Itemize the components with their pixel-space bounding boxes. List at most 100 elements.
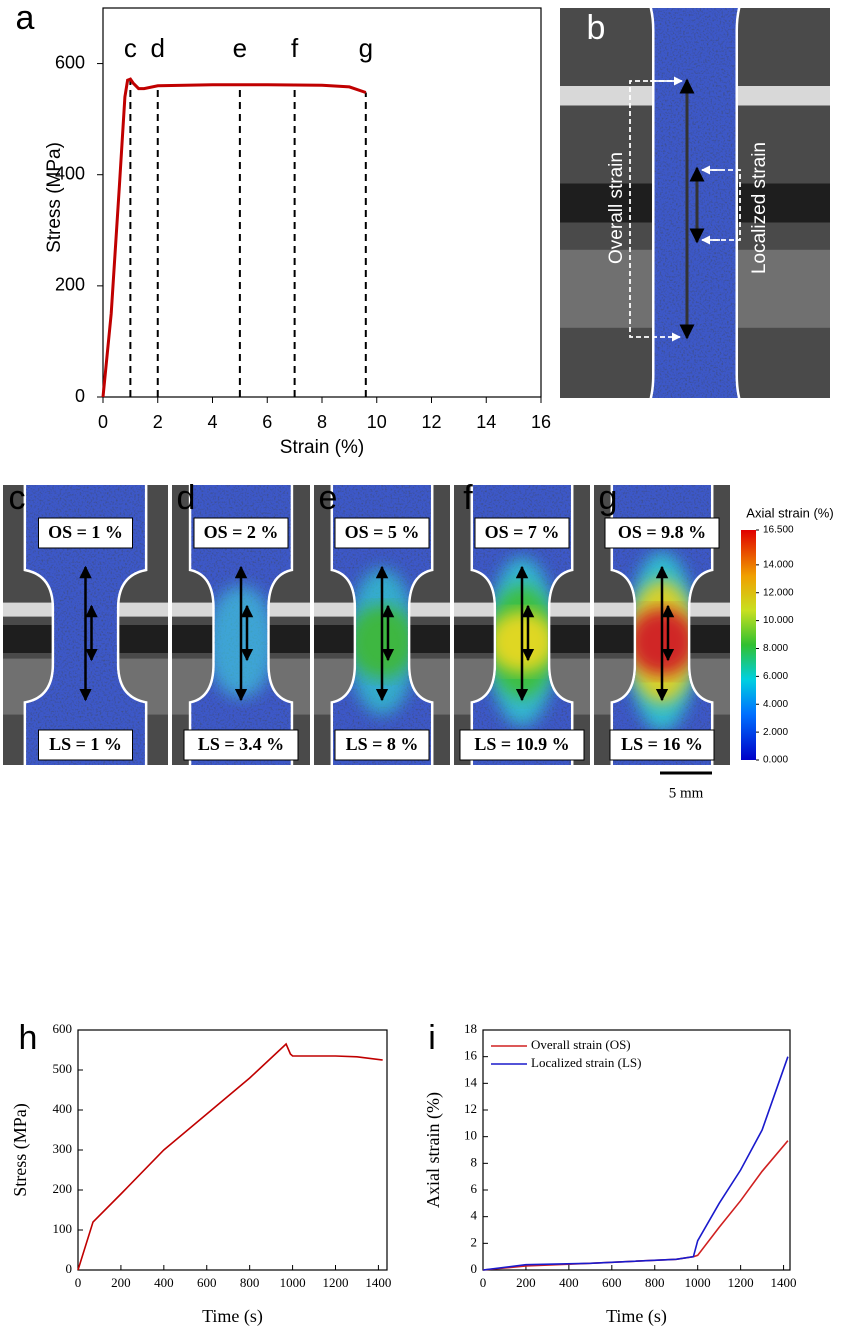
label-box [604,517,720,549]
plot-frame [77,1029,388,1271]
y-tick-label: 100 [53,1221,73,1236]
chart-panel: i 0 200 400 600 800 1000 1200 1400 0 2 4 6 8 10 12 14 16 1… [423,1019,796,1327]
x-tick-label: 8 [317,412,327,432]
os-label: OS = 1 % [48,522,123,542]
x-tick-label: 0 [75,1275,82,1290]
line-series [482,1140,789,1271]
x-axis-label: Time (s) [202,1306,263,1327]
x-tick-label: 1200 [728,1275,754,1290]
os-label: OS = 2 % [204,522,279,542]
x-tick-label: 16 [531,412,551,432]
x-tick-label: 400 [559,1275,579,1290]
colorbar-tick-label: 2.000 [763,727,788,738]
colorbar-tick-label: 6.000 [763,671,788,682]
y-tick-label: 0 [66,1261,73,1276]
colorbar-tick-label: 8.000 [763,643,788,654]
chart-panel: h 0 200 400 600 800 1000 1200 1400 0 100 200 300 400 5… [10,1019,391,1327]
y-tick-label: 18 [464,1021,477,1036]
panel-label: c [9,479,26,517]
y-tick-label: 400 [55,163,85,183]
x-tick-label: 0 [480,1275,487,1290]
y-tick-label: 500 [53,1061,73,1076]
y-tick-label: 4 [471,1208,478,1223]
panel-label: i [428,1019,436,1057]
x-tick-label: 200 [516,1275,536,1290]
image-content [560,8,830,398]
label-box [474,517,570,549]
label-box [38,517,133,549]
annotation-label: f [291,33,299,63]
os-label: OS = 5 % [345,522,420,542]
label-box [334,729,430,761]
x-tick-label: 800 [645,1275,665,1290]
x-tick-label: 6 [262,412,272,432]
x-tick-label: 400 [154,1275,174,1290]
y-tick-label: 600 [53,1021,73,1036]
y-tick-label: 300 [53,1141,73,1156]
x-tick-label: 0 [98,412,108,432]
y-tick-label: 14 [464,1074,478,1089]
label-box [193,517,289,549]
plot-frame [102,7,542,398]
colorbar-tick-label: 10.000 [763,615,794,626]
colorbar-tick-label: 12.000 [763,587,794,598]
x-tick-label: 1400 [771,1275,797,1290]
ls-label: LS = 1 % [49,734,122,754]
y-axis-label: Stress (MPa) [10,1103,31,1197]
plot-frame [482,1029,791,1271]
panel-label: g [599,479,618,517]
line-series [101,77,367,398]
label-box [459,729,585,761]
y-tick-label: 400 [53,1101,73,1116]
colorbar-title: Axial strain (%) [746,505,833,520]
x-tick-label: 200 [111,1275,131,1290]
line-series [77,1042,383,1271]
colorbar [741,530,756,760]
x-tick-label: 12 [421,412,441,432]
line-series [482,1056,789,1271]
x-tick-label: 14 [476,412,496,432]
y-tick-label: 0 [471,1261,478,1276]
y-axis-label: Axial strain (%) [423,1092,444,1208]
localized-label: Localized strain [749,142,770,274]
annotation-label: g [359,33,373,63]
colorbar-tick-label: 0.000 [763,755,788,766]
annotation-label: d [151,33,165,63]
label-box [38,729,133,761]
ls-label: LS = 16 % [621,734,703,754]
panel-label: b [587,9,606,47]
y-tick-label: 12 [464,1101,477,1116]
annotation-label: c [124,33,137,63]
x-tick-label: 600 [197,1275,217,1290]
chart-panel: a 0 2 4 6 8 10 12 14 16 0 200 400 600 Strain (%) Stress… [16,0,551,458]
panel-label: e [319,479,338,517]
legend-label: Overall strain (OS) [531,1037,631,1052]
colorbar-tick-label: 14.000 [763,559,794,570]
colorbar-tick-label: 4.000 [763,699,788,710]
colorbar-tick-label: 16.500 [763,525,794,536]
x-tick-label: 1200 [323,1275,349,1290]
x-tick-label: 1400 [365,1275,391,1290]
x-tick-label: 800 [240,1275,260,1290]
y-tick-label: 10 [464,1128,477,1143]
x-tick-label: 4 [207,412,217,432]
panel-label: h [19,1019,38,1057]
x-tick-label: 2 [153,412,163,432]
y-tick-label: 8 [471,1154,478,1169]
specimen-image [560,8,830,398]
x-axis-label: Strain (%) [280,437,364,458]
x-tick-label: 10 [367,412,387,432]
ls-label: LS = 8 % [346,734,419,754]
y-tick-label: 200 [55,275,85,295]
y-tick-label: 200 [53,1181,73,1196]
legend-label: Localized strain (LS) [531,1055,641,1070]
x-tick-label: 1000 [280,1275,306,1290]
panel-label: f [463,479,473,517]
x-tick-label: 1000 [685,1275,711,1290]
y-tick-label: 6 [471,1181,478,1196]
x-tick-label: 600 [602,1275,622,1290]
y-tick-label: 600 [55,52,85,72]
y-tick-label: 16 [464,1048,478,1063]
label-box [334,517,430,549]
